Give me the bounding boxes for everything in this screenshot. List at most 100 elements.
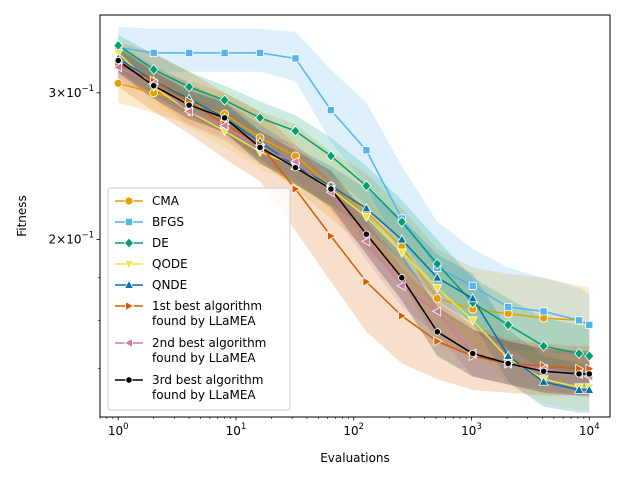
- x-tick-label: 104: [579, 422, 600, 438]
- legend-label: 3rd best algorithm found by LLaMEA: [152, 373, 263, 402]
- series-6-point: [183, 106, 193, 117]
- series-1-band: [118, 26, 590, 362]
- series-2-point: [432, 258, 443, 270]
- series-7-point: [185, 101, 193, 109]
- y-tick-label: 2×10−1: [49, 231, 95, 247]
- series-4-point: [361, 202, 372, 213]
- legend-label: CMA: [152, 194, 180, 208]
- series-3-point: [467, 316, 478, 326]
- series-2-point: [184, 81, 195, 93]
- legend-marker: [125, 300, 135, 312]
- series-6-point: [290, 156, 300, 167]
- series-7-point: [150, 82, 158, 90]
- x-tick-label: 101: [226, 422, 247, 438]
- series-2-point: [396, 216, 407, 228]
- series-2-point: [361, 180, 372, 192]
- legend-marker: [123, 260, 135, 270]
- series-2-point: [219, 94, 230, 106]
- series-1-point: [256, 48, 265, 57]
- series-7-point: [256, 143, 264, 152]
- series-5-point: [433, 336, 443, 347]
- series-3-point: [396, 248, 407, 258]
- legend-label: QODE: [152, 257, 188, 271]
- legend-marker: [123, 237, 135, 249]
- series-6-point: [112, 62, 123, 73]
- series-2-point: [538, 340, 549, 352]
- series-5-point: [327, 230, 337, 242]
- series-markers: [112, 39, 595, 394]
- series-7-point: [469, 349, 477, 358]
- legend-marker: [125, 376, 133, 384]
- series-7-point: [585, 370, 593, 378]
- series-1-point: [362, 146, 371, 155]
- legend-label: QNDE: [152, 278, 187, 292]
- x-tick-label: 103: [461, 422, 482, 438]
- series-2-point: [290, 125, 301, 137]
- series-6-point: [360, 236, 371, 247]
- legend-marker: [123, 279, 135, 289]
- legend-marker: [125, 217, 134, 226]
- series-0-point: [113, 78, 123, 88]
- legend-box: [107, 187, 291, 411]
- legend-label: 2nd best algorithm found by LLaMEA: [152, 336, 266, 365]
- series-4-point: [432, 272, 443, 282]
- series-3-point: [432, 284, 443, 294]
- series-2-point: [254, 112, 266, 124]
- series-1-point: [504, 303, 513, 312]
- series-1-point: [220, 48, 229, 57]
- series-4-point: [396, 234, 407, 244]
- series-0-point: [432, 294, 442, 303]
- legend-label: BFGS: [152, 215, 184, 229]
- legend-label: 1st best algorithm found by LLaMEA: [152, 299, 262, 328]
- series-7-point: [362, 230, 370, 238]
- series-2-point: [503, 319, 514, 331]
- x-tick-label: 102: [343, 422, 364, 438]
- series-1-point: [575, 316, 584, 325]
- legend-marker: [124, 196, 134, 206]
- series-4-point: [503, 350, 514, 360]
- legend-marker: [123, 337, 133, 349]
- series-7-band: [118, 47, 590, 396]
- y-tick-label: 3×10−1: [49, 84, 95, 100]
- series-4-point: [467, 292, 478, 303]
- x-tick-label: 100: [108, 422, 129, 438]
- series-7-point: [575, 370, 583, 378]
- series-7-point: [398, 274, 406, 282]
- x-axis-ticks: 100 101 102 103 104: [99, 417, 600, 438]
- series-2-point: [584, 350, 595, 362]
- series-7-point: [220, 114, 229, 122]
- series-7-point: [433, 328, 441, 336]
- series-4-point: [538, 376, 549, 386]
- series-5-point: [291, 183, 301, 195]
- series-7-point: [291, 164, 300, 172]
- legend-label: DE: [152, 236, 169, 250]
- x-axis-label: Evaluations: [320, 451, 390, 465]
- series-1-point: [585, 320, 594, 329]
- series-7-point: [540, 367, 548, 375]
- series-6-band: [118, 55, 590, 399]
- series-2-point: [325, 150, 336, 162]
- series-1-point: [291, 54, 300, 63]
- series-6-point: [396, 280, 406, 291]
- series-4-point: [573, 384, 585, 394]
- series-1-point: [539, 307, 548, 316]
- series-2-point: [574, 347, 585, 360]
- series-4-point: [584, 384, 595, 394]
- plot-frame: [99, 14, 611, 418]
- series-5-point: [362, 276, 372, 287]
- series-1-point: [149, 48, 158, 57]
- series-6-point: [431, 306, 442, 317]
- series-1-point: [468, 281, 477, 290]
- series-2-point: [148, 63, 159, 76]
- series-3-point: [361, 212, 372, 223]
- series-6-point: [219, 120, 229, 131]
- series-7-point: [114, 56, 122, 65]
- series-5-point: [398, 310, 408, 321]
- series-7-point: [504, 359, 512, 368]
- legend: CMA BFGS DE QODE QNDE 1st best algorithm found…: [107, 187, 291, 411]
- series-1-point: [326, 106, 335, 115]
- y-axis-label: Fitness: [15, 195, 29, 237]
- series-1-point: [185, 48, 194, 57]
- y-axis-ticks: 3×10−1 2×10−1: [49, 84, 100, 369]
